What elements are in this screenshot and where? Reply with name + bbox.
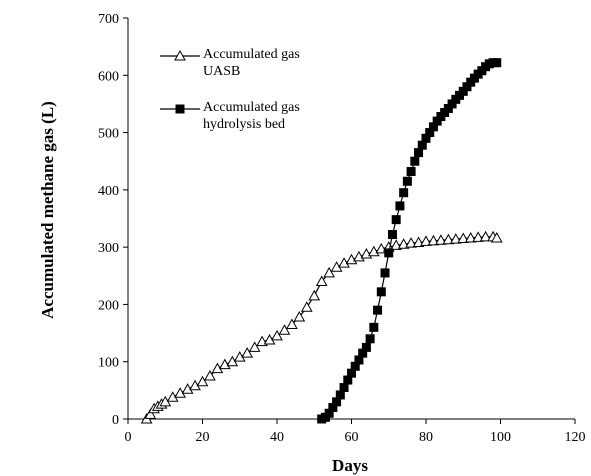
y-tick-label: 600 (98, 69, 119, 84)
data-point (443, 104, 453, 114)
data-point (420, 235, 432, 246)
x-tick-label: 100 (490, 430, 511, 445)
data-point (417, 140, 427, 150)
data-point (271, 329, 283, 341)
y-tick-label: 400 (98, 184, 119, 199)
data-point (354, 355, 364, 365)
data-point (380, 268, 390, 278)
data-point (196, 375, 209, 387)
data-point (248, 341, 261, 352)
legend-label: Accumulated gas UASB (203, 47, 300, 79)
data-point (241, 347, 254, 358)
data-point (315, 275, 328, 287)
x-tick-label: 120 (565, 430, 586, 445)
legend-marker (175, 104, 185, 114)
data-point (328, 403, 338, 413)
data-point (343, 375, 353, 385)
data-point (204, 370, 216, 381)
y-tick-label: 0 (112, 413, 119, 428)
data-point (332, 397, 342, 407)
data-point (458, 86, 468, 96)
data-point (406, 167, 416, 177)
y-tick-label: 300 (98, 241, 119, 256)
x-tick-label: 40 (270, 430, 284, 445)
data-point (405, 237, 417, 248)
x-tick-label: 20 (196, 430, 210, 445)
data-point (293, 311, 306, 322)
data-point (449, 233, 462, 244)
data-point (365, 334, 375, 344)
data-point (144, 408, 157, 419)
data-point (414, 148, 424, 158)
data-point (492, 58, 502, 68)
data-point (308, 289, 321, 301)
data-point (353, 250, 365, 262)
data-point (435, 234, 447, 245)
data-point (425, 128, 435, 138)
y-axis-title: Accumulated methane gas (L) (38, 101, 57, 319)
data-point (323, 266, 335, 278)
data-point (358, 348, 368, 358)
data-point (376, 287, 386, 297)
x-tick-label: 80 (419, 430, 433, 445)
data-point (368, 245, 380, 257)
data-point (350, 361, 360, 371)
y-tick-label: 500 (98, 127, 119, 142)
legend-marker (174, 49, 186, 61)
data-point (490, 231, 503, 243)
data-point (399, 188, 409, 198)
data-point (472, 231, 484, 242)
data-point (387, 230, 397, 240)
data-point (339, 382, 349, 392)
data-point (384, 248, 394, 258)
y-tick-label: 700 (98, 12, 119, 27)
data-point (361, 342, 371, 352)
legend-label: Accumulated gas hydrolysis bed (203, 100, 300, 132)
data-point (428, 122, 438, 132)
y-tick-label: 100 (98, 356, 119, 371)
data-point (457, 232, 470, 244)
data-point (369, 322, 379, 332)
data-point (373, 305, 383, 315)
data-point (410, 156, 420, 166)
x-tick-label: 0 (125, 430, 132, 445)
data-point (402, 176, 412, 186)
data-point (345, 253, 358, 265)
data-point (427, 234, 440, 246)
data-point (300, 301, 313, 312)
data-point (219, 358, 231, 370)
data-point (335, 390, 345, 400)
data-point (462, 82, 472, 92)
data-point (479, 230, 492, 242)
data-point (464, 231, 477, 243)
data-point (442, 233, 455, 245)
data-point (324, 408, 334, 418)
y-tick-label: 200 (98, 298, 119, 313)
data-point (286, 318, 298, 329)
data-point (447, 99, 457, 109)
x-axis-title: Days (332, 456, 368, 475)
data-point (421, 133, 431, 143)
x-tick-label: 60 (345, 430, 359, 445)
data-point (391, 215, 401, 225)
data-point (432, 116, 442, 126)
series-line (146, 236, 497, 420)
data-point (395, 201, 405, 211)
data-point (278, 324, 291, 335)
data-point (347, 368, 356, 378)
